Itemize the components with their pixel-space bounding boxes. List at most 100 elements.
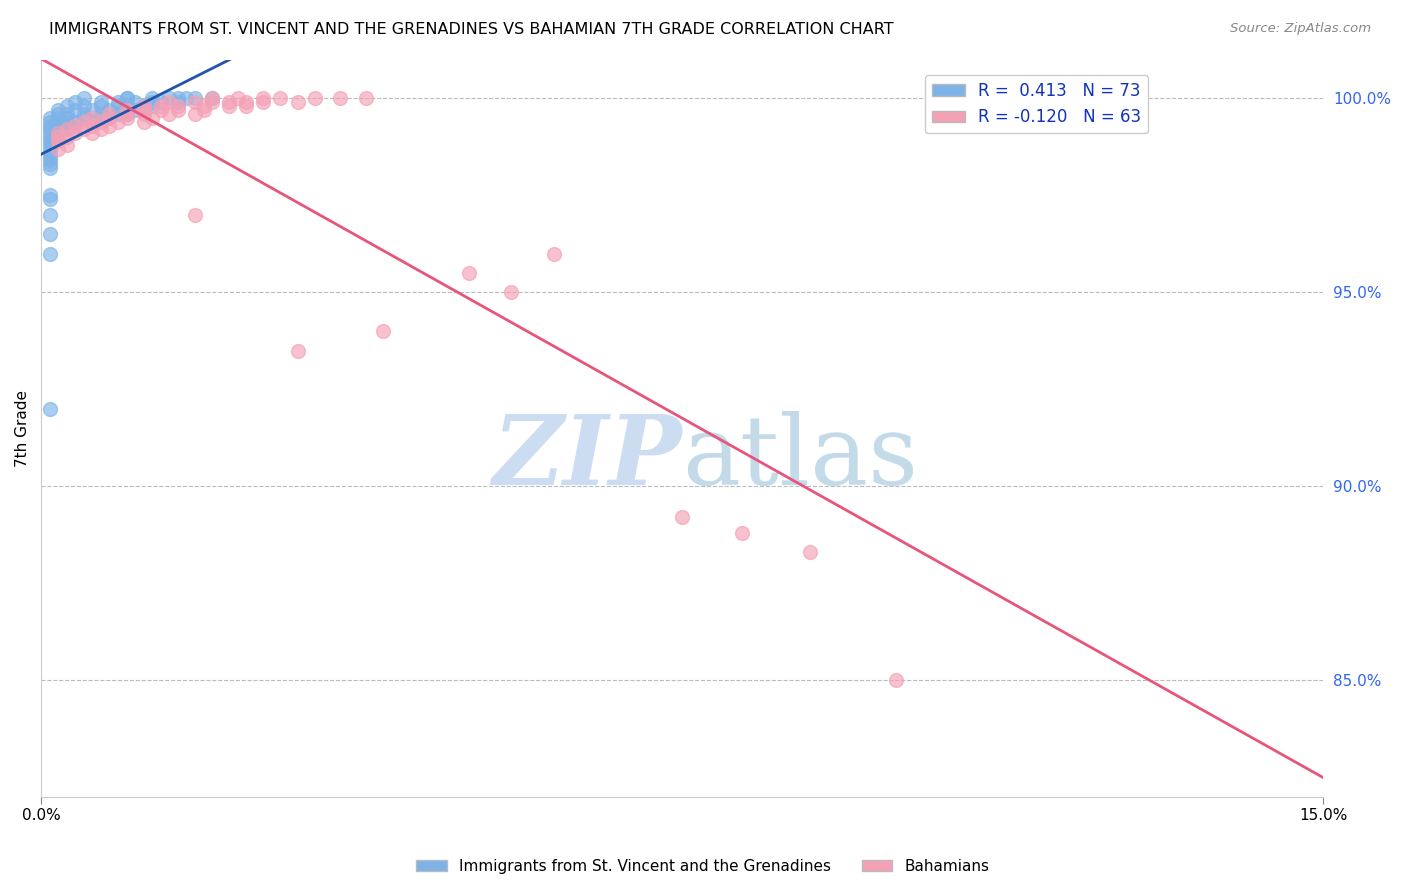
Point [55, 130, 77, 145]
Point [141, 99, 163, 113]
Point [201, 91, 224, 105]
Point [46, 130, 69, 145]
Point [184, 107, 207, 121]
Point [354, 91, 377, 105]
Point [65, 114, 87, 128]
Point [65, 119, 87, 133]
Point [269, 91, 291, 105]
Point [82, 126, 104, 140]
Point [371, 324, 394, 338]
Point [193, 103, 215, 117]
Point [73, 107, 96, 121]
Point [38, 157, 60, 171]
Point [252, 95, 274, 110]
Point [201, 91, 224, 105]
Point [235, 95, 257, 110]
Point [157, 107, 180, 121]
Point [115, 91, 138, 105]
Point [157, 95, 180, 110]
Point [457, 266, 479, 280]
Point [132, 103, 155, 117]
Point [82, 119, 104, 133]
Point [304, 91, 326, 105]
Point [38, 401, 60, 416]
Point [115, 99, 138, 113]
Point [55, 107, 77, 121]
Text: Source: ZipAtlas.com: Source: ZipAtlas.com [1230, 22, 1371, 36]
Point [731, 525, 754, 540]
Point [218, 95, 240, 110]
Point [235, 99, 257, 113]
Point [46, 103, 69, 117]
Text: IMMIGRANTS FROM ST. VINCENT AND THE GRENADINES VS BAHAMIAN 7TH GRADE CORRELATION: IMMIGRANTS FROM ST. VINCENT AND THE GREN… [49, 22, 894, 37]
Point [287, 343, 309, 358]
Point [38, 227, 60, 242]
Point [167, 95, 190, 110]
Point [38, 192, 60, 206]
Point [38, 134, 60, 148]
Point [252, 91, 274, 105]
Point [132, 103, 155, 117]
Point [287, 95, 309, 110]
Point [107, 95, 129, 110]
Point [149, 99, 172, 113]
Point [98, 111, 121, 125]
Point [115, 103, 138, 117]
Point [82, 111, 104, 125]
Point [98, 103, 121, 117]
Point [149, 95, 172, 110]
Point [193, 99, 215, 113]
Point [157, 91, 180, 105]
Point [38, 122, 60, 136]
Point [38, 145, 60, 160]
Point [46, 134, 69, 148]
Point [73, 99, 96, 113]
Point [218, 99, 240, 113]
Point [98, 111, 121, 125]
Point [799, 545, 821, 559]
Point [329, 91, 352, 105]
Point [55, 122, 77, 136]
Point [73, 111, 96, 125]
Point [184, 208, 207, 222]
Point [98, 119, 121, 133]
Point [73, 122, 96, 136]
Point [38, 130, 60, 145]
Point [46, 126, 69, 140]
Point [184, 91, 207, 105]
Text: atlas: atlas [682, 410, 918, 505]
Point [141, 95, 163, 110]
Point [65, 103, 87, 117]
Point [226, 91, 249, 105]
Point [115, 111, 138, 125]
Point [176, 91, 198, 105]
Point [543, 246, 565, 260]
Point [46, 107, 69, 121]
Point [90, 99, 112, 113]
Point [38, 208, 60, 222]
Legend: Immigrants from St. Vincent and the Grenadines, Bahamians: Immigrants from St. Vincent and the Gren… [411, 853, 995, 880]
Point [107, 107, 129, 121]
Point [73, 114, 96, 128]
Point [46, 111, 69, 125]
Point [38, 111, 60, 125]
Point [38, 119, 60, 133]
Y-axis label: 7th Grade: 7th Grade [15, 390, 30, 467]
Point [46, 126, 69, 140]
Point [65, 126, 87, 140]
Point [149, 103, 172, 117]
Point [55, 122, 77, 136]
Point [38, 114, 60, 128]
Point [38, 153, 60, 168]
Point [141, 111, 163, 125]
Point [132, 107, 155, 121]
Point [82, 114, 104, 128]
Point [124, 95, 146, 110]
Point [201, 95, 224, 110]
Point [167, 99, 190, 113]
Point [184, 95, 207, 110]
Point [55, 119, 77, 133]
Point [90, 107, 112, 121]
Point [132, 114, 155, 128]
Point [167, 103, 190, 117]
